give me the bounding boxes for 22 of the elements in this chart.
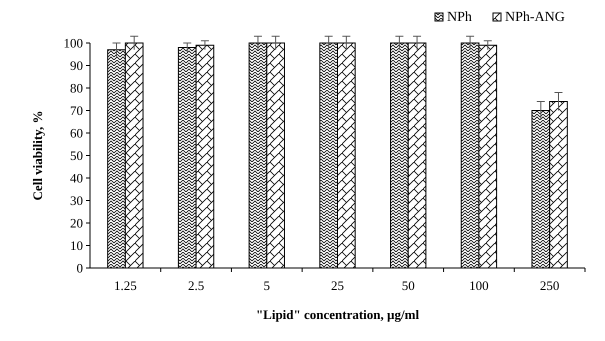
y-tick-label: 60 xyxy=(70,126,83,141)
x-tick-label: 250 xyxy=(540,278,560,293)
y-axis-title: Cell viability, % xyxy=(30,110,45,200)
legend-label: NPh-ANG xyxy=(505,10,565,25)
y-tick-label: 100 xyxy=(64,36,83,51)
x-tick-label: 1.25 xyxy=(114,278,137,293)
y-tick-label: 10 xyxy=(70,238,83,254)
x-tick-label: 5 xyxy=(264,278,270,293)
y-tick-label: 70 xyxy=(70,103,83,118)
y-tick-label: 50 xyxy=(70,148,83,164)
x-tick-label: 100 xyxy=(469,278,489,293)
x-tick-label: 50 xyxy=(402,278,415,293)
legend-label: NPh xyxy=(447,10,472,25)
y-tick-label: 90 xyxy=(70,58,83,74)
x-tick-label: 2.5 xyxy=(188,278,204,293)
x-tick-label: 25 xyxy=(331,278,344,293)
y-tick-label: 40 xyxy=(70,170,83,186)
x-axis-title: "Lipid" concentration, µg/ml xyxy=(256,307,420,322)
y-tick-label: 20 xyxy=(70,216,83,231)
y-tick-label: 80 xyxy=(70,80,83,96)
y-tick-label: 30 xyxy=(70,193,83,208)
y-tick-label: 0 xyxy=(76,260,83,276)
